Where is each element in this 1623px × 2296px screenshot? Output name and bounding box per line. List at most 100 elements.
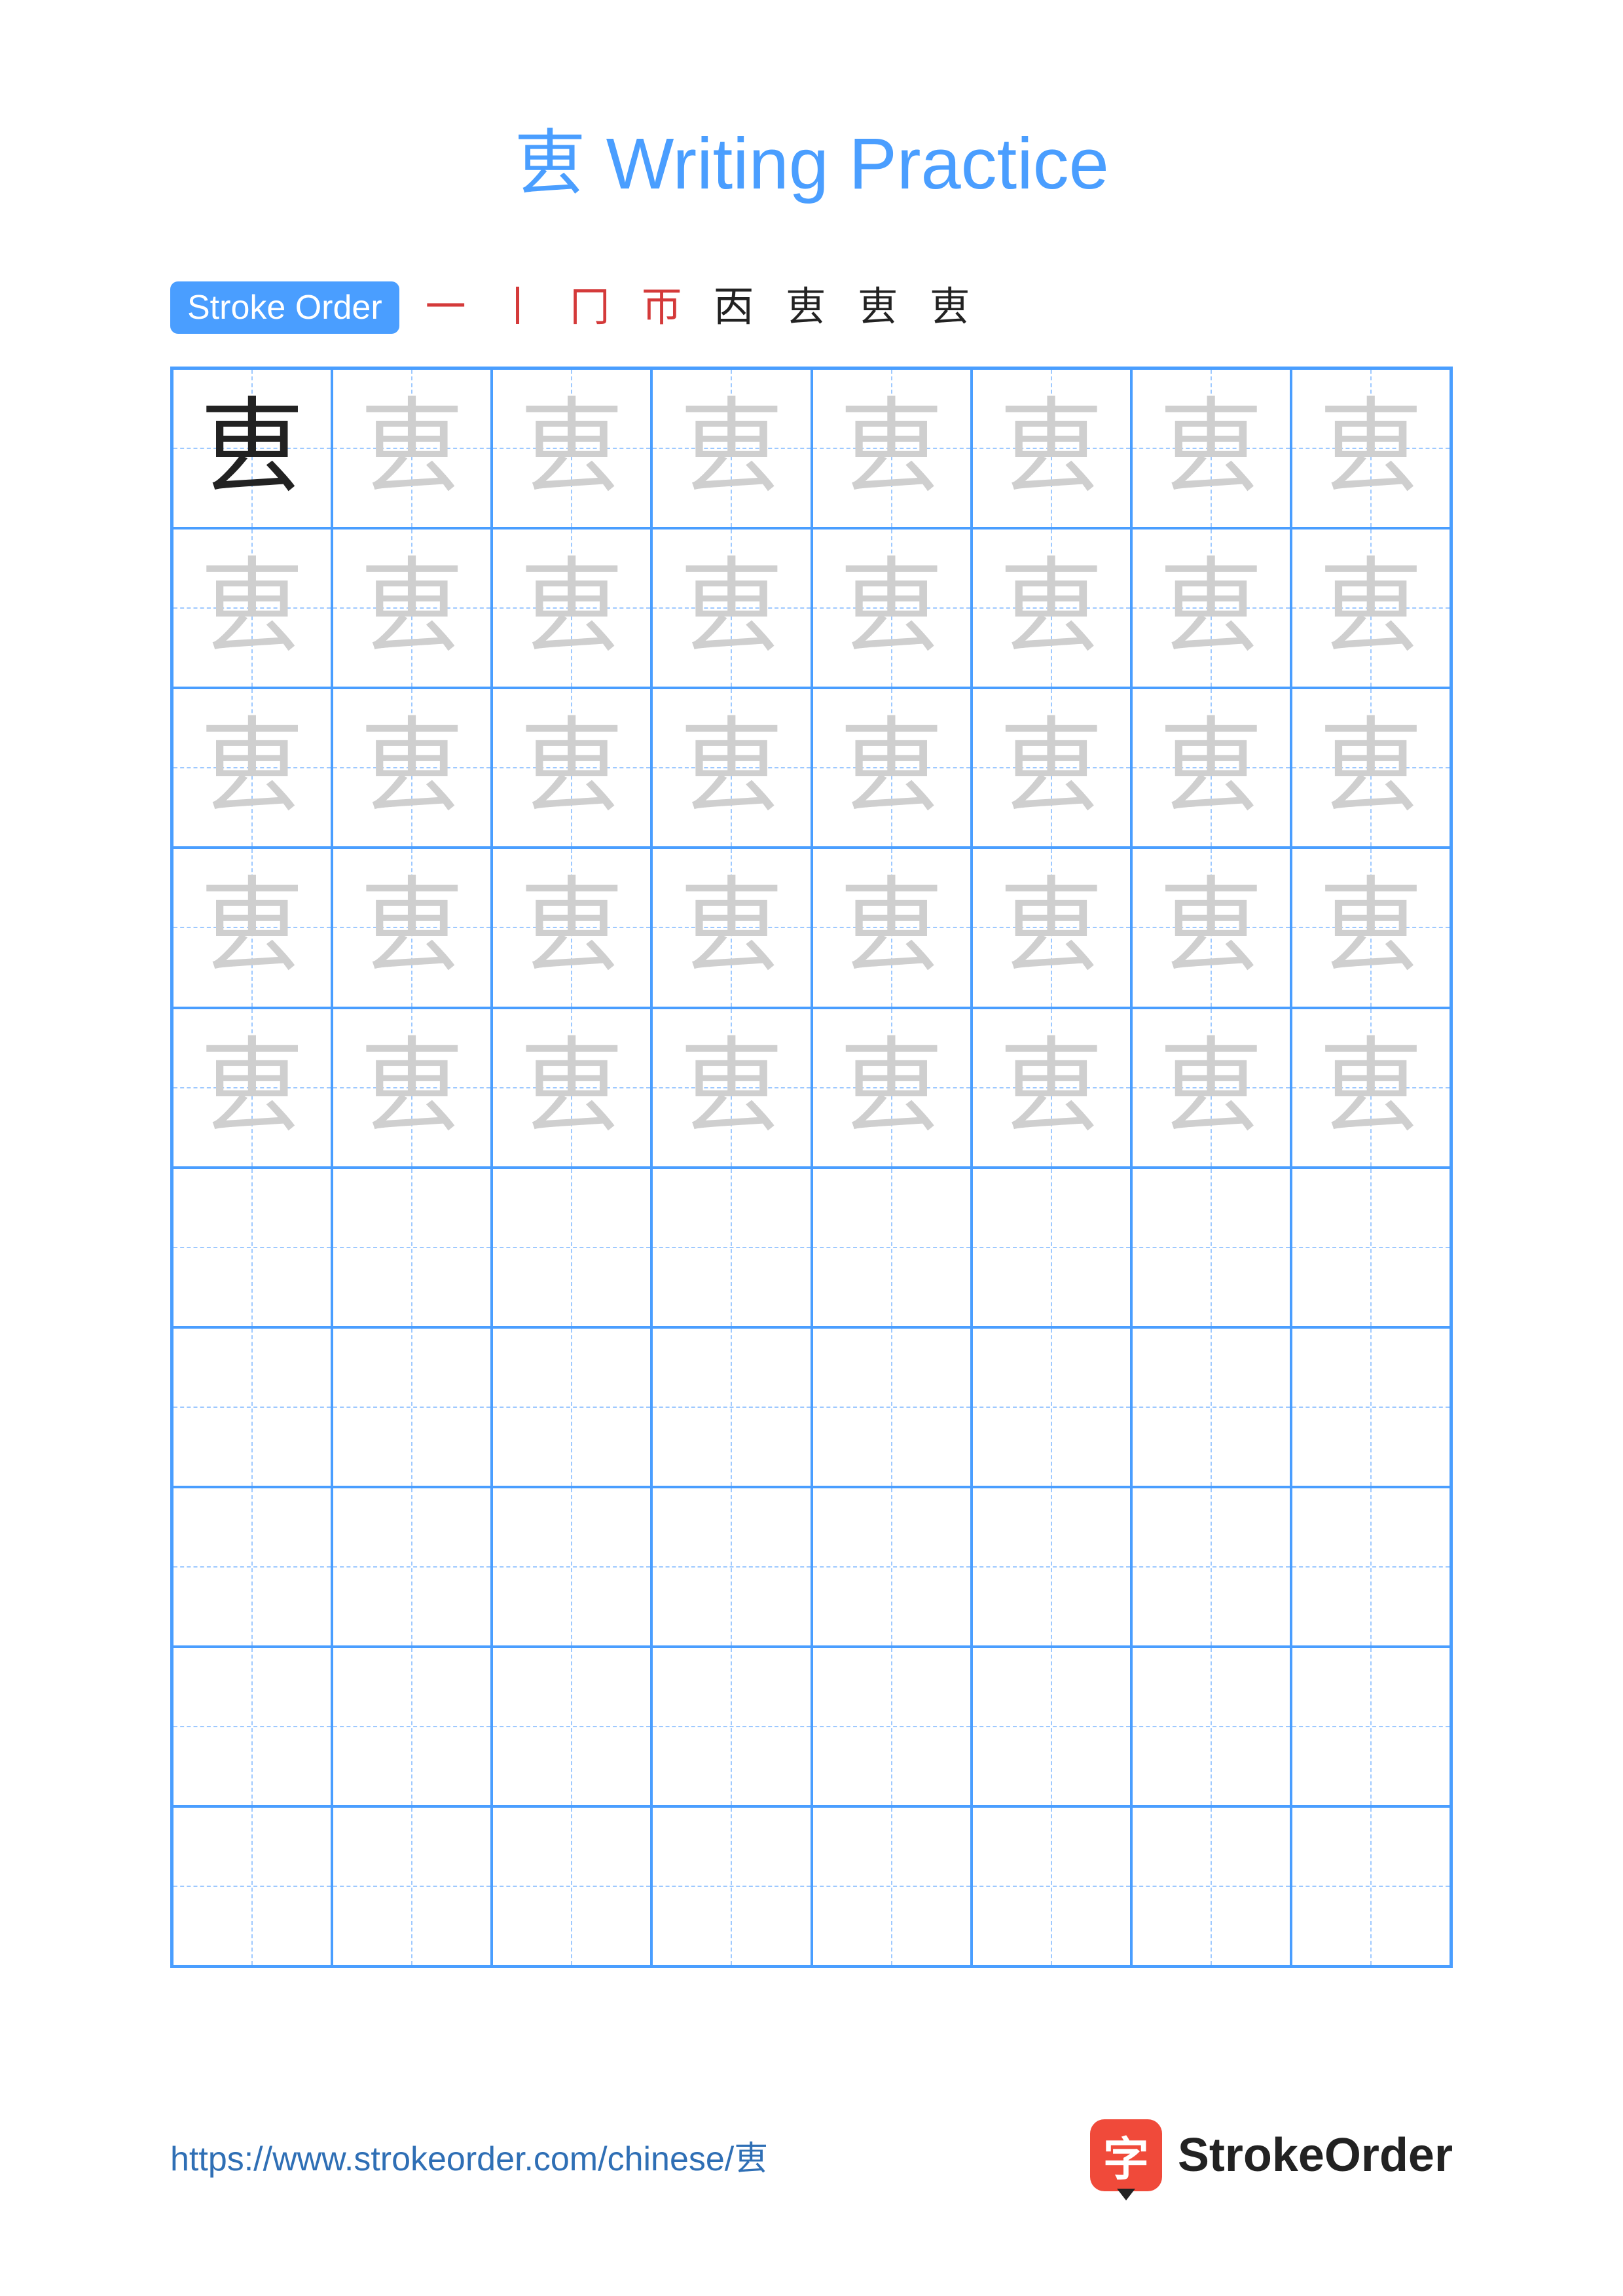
grid-cell: 叀: [651, 528, 811, 688]
trace-character: 叀: [359, 875, 464, 980]
grid-cell: 叀: [812, 528, 972, 688]
trace-character: 叀: [359, 396, 464, 501]
grid-cell: 叀: [812, 1008, 972, 1168]
stroke-order-row: Stroke Order 一丨冂帀㐁叀叀叀: [170, 281, 1453, 334]
trace-character: 叀: [839, 556, 944, 660]
grid-cell: [1291, 1327, 1451, 1487]
grid-cell: [651, 1487, 811, 1647]
grid-cell: [172, 1647, 332, 1806]
stroke-step-6: 叀: [786, 287, 826, 328]
trace-character: 叀: [359, 1035, 464, 1140]
grid-cell: 叀: [172, 688, 332, 848]
trace-character: 叀: [1319, 396, 1423, 501]
grid-cell: 叀: [492, 1008, 651, 1168]
trace-character: 叀: [1159, 875, 1264, 980]
stroke-step-8: 叀: [930, 287, 970, 328]
stroke-step-3: 冂: [570, 287, 610, 328]
trace-character: 叀: [1159, 396, 1264, 501]
trace-character: 叀: [359, 556, 464, 660]
grid-cell: 叀: [972, 368, 1131, 528]
grid-cell: [1291, 1487, 1451, 1647]
trace-character: 叀: [999, 875, 1104, 980]
grid-cell: 叀: [172, 848, 332, 1007]
grid-cell: [492, 1168, 651, 1327]
brand-icon-char: 字: [1103, 2123, 1149, 2189]
grid-cell: 叀: [172, 1008, 332, 1168]
trace-character: 叀: [839, 1035, 944, 1140]
trace-character: 叀: [839, 396, 944, 501]
grid-cell: 叀: [332, 368, 492, 528]
grid-cell: 叀: [1291, 1008, 1451, 1168]
brand-text: StrokeOrder: [1178, 2128, 1453, 2182]
practice-grid: 叀叀叀叀叀叀叀叀叀叀叀叀叀叀叀叀叀叀叀叀叀叀叀叀叀叀叀叀叀叀叀叀叀叀叀叀叀叀叀叀: [170, 367, 1453, 1968]
stroke-step-7: 叀: [858, 287, 898, 328]
grid-cell: 叀: [1131, 688, 1291, 848]
grid-cell: [492, 1487, 651, 1647]
grid-cell: 叀: [812, 368, 972, 528]
grid-cell: [651, 1168, 811, 1327]
trace-character: 叀: [1319, 715, 1423, 820]
trace-character: 叀: [519, 875, 624, 980]
grid-cell: [972, 1806, 1131, 1966]
grid-cell: 叀: [812, 688, 972, 848]
grid-cell: [332, 1168, 492, 1327]
title-suffix: Writing Practice: [586, 124, 1109, 204]
grid-row: 叀叀叀叀叀叀叀叀: [172, 368, 1451, 528]
grid-cell: 叀: [172, 368, 332, 528]
trace-character: 叀: [679, 396, 784, 501]
grid-row: 叀叀叀叀叀叀叀叀: [172, 848, 1451, 1007]
trace-character: 叀: [1159, 715, 1264, 820]
trace-character: 叀: [999, 556, 1104, 660]
grid-cell: [172, 1806, 332, 1966]
trace-character: 叀: [519, 1035, 624, 1140]
grid-cell: 叀: [1291, 528, 1451, 688]
grid-cell: [1131, 1487, 1291, 1647]
grid-row: 叀叀叀叀叀叀叀叀: [172, 1008, 1451, 1168]
trace-character: 叀: [1319, 875, 1423, 980]
page-title: 叀 Writing Practice: [170, 105, 1453, 209]
grid-cell: 叀: [972, 528, 1131, 688]
grid-cell: [172, 1327, 332, 1487]
grid-row: [172, 1487, 1451, 1647]
grid-cell: 叀: [972, 688, 1131, 848]
trace-character: 叀: [679, 556, 784, 660]
grid-cell: 叀: [492, 368, 651, 528]
grid-cell: 叀: [492, 528, 651, 688]
source-url-link[interactable]: https://www.strokeorder.com/chinese/叀: [170, 2131, 768, 2180]
grid-cell: [1131, 1647, 1291, 1806]
stroke-order-label: Stroke Order: [170, 281, 399, 334]
grid-cell: [1291, 1168, 1451, 1327]
grid-cell: 叀: [332, 688, 492, 848]
trace-character: 叀: [1319, 1035, 1423, 1140]
grid-cell: [812, 1806, 972, 1966]
title-character: 叀: [514, 124, 586, 204]
grid-cell: 叀: [1131, 848, 1291, 1007]
grid-cell: 叀: [332, 848, 492, 1007]
grid-row: [172, 1168, 1451, 1327]
grid-cell: 叀: [492, 848, 651, 1007]
trace-character: 叀: [999, 1035, 1104, 1140]
grid-row: [172, 1806, 1451, 1966]
grid-cell: 叀: [972, 848, 1131, 1007]
grid-cell: [972, 1647, 1131, 1806]
grid-cell: 叀: [1291, 848, 1451, 1007]
trace-character: 叀: [519, 396, 624, 501]
grid-cell: [972, 1327, 1131, 1487]
trace-character: 叀: [839, 875, 944, 980]
grid-cell: [651, 1327, 811, 1487]
grid-row: 叀叀叀叀叀叀叀叀: [172, 528, 1451, 688]
grid-row: [172, 1327, 1451, 1487]
grid-cell: 叀: [972, 1008, 1131, 1168]
brand: 字 StrokeOrder: [1090, 2119, 1453, 2191]
grid-cell: [812, 1168, 972, 1327]
grid-row: [172, 1647, 1451, 1806]
grid-cell: [172, 1168, 332, 1327]
grid-cell: 叀: [651, 368, 811, 528]
grid-cell: [651, 1806, 811, 1966]
trace-character: 叀: [679, 1035, 784, 1140]
grid-cell: 叀: [1291, 688, 1451, 848]
grid-cell: [492, 1327, 651, 1487]
grid-cell: [332, 1487, 492, 1647]
grid-cell: [972, 1168, 1131, 1327]
grid-cell: [172, 1487, 332, 1647]
